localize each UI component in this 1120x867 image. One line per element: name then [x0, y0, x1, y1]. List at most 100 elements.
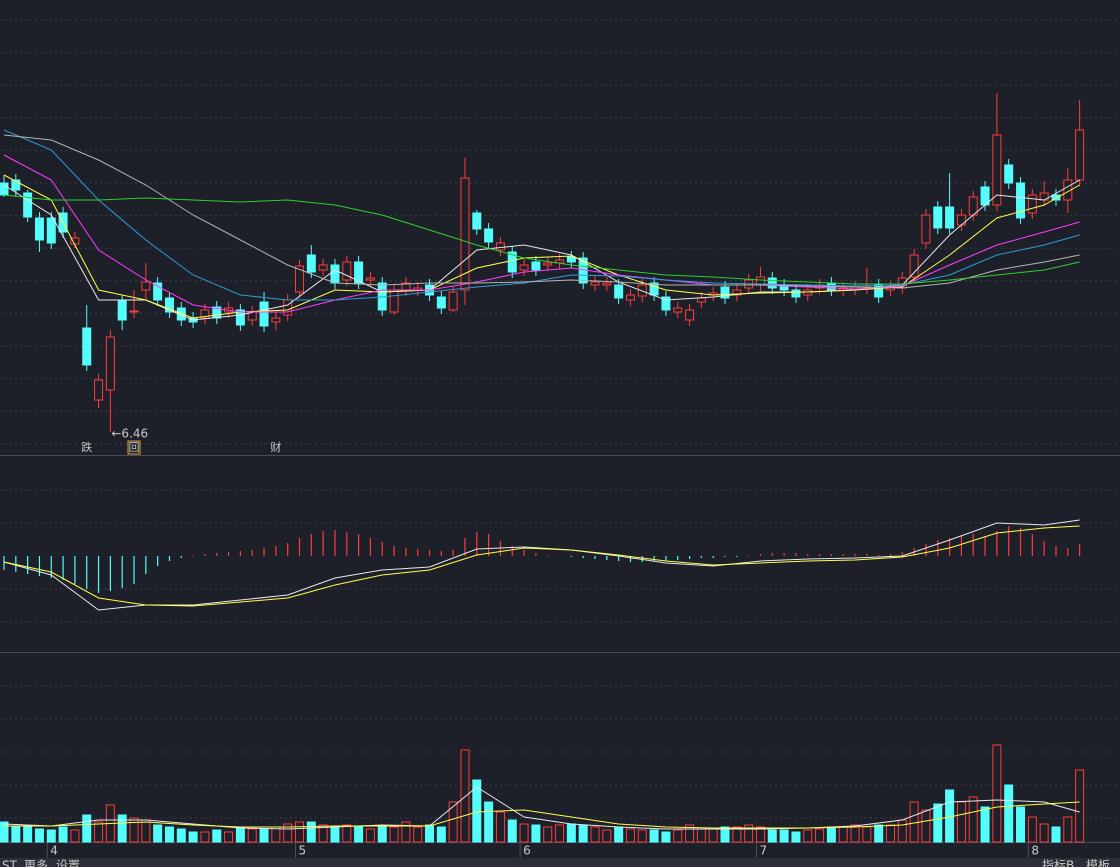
- candle-body: [543, 262, 553, 266]
- candle-body: [164, 297, 174, 313]
- volume-bar: [933, 803, 943, 843]
- candle-body: [472, 212, 482, 230]
- volume-bar: [0, 821, 9, 843]
- volume-bar: [980, 806, 990, 843]
- volume-bar: [117, 814, 127, 843]
- candle-body: [791, 289, 801, 298]
- volume-bar: [82, 814, 92, 843]
- candle-body: [306, 254, 316, 273]
- volume-bar: [531, 824, 541, 843]
- volume-bar: [732, 826, 742, 843]
- candle-body: [495, 242, 505, 251]
- volume-bar: [874, 824, 884, 843]
- candle-body: [200, 309, 210, 319]
- x-tick-label: 7: [759, 844, 767, 858]
- candle-body: [23, 192, 33, 218]
- volume-bar: [779, 829, 789, 843]
- candle-body: [720, 286, 730, 299]
- volume-bar: [212, 829, 222, 843]
- volume-bar: [850, 824, 860, 843]
- candle-body: [590, 281, 600, 286]
- volume-bar: [992, 744, 1002, 843]
- candle-body: [11, 179, 21, 191]
- candle-body: [1063, 179, 1073, 201]
- candle-body: [685, 309, 695, 321]
- toolbar-item: 更多: [24, 859, 48, 867]
- x-tick-label: 4: [50, 844, 58, 858]
- volume-bar: [755, 826, 765, 843]
- candle-body: [1004, 164, 1014, 184]
- candle-body: [1075, 129, 1085, 181]
- candle-body: [129, 310, 139, 313]
- candle-body: [354, 261, 364, 284]
- candle-body: [1027, 194, 1037, 214]
- candle-body: [661, 296, 671, 311]
- volume-bar: [413, 826, 423, 843]
- volume-bar: [495, 811, 505, 843]
- volume-bar: [767, 829, 777, 843]
- volume-bar: [815, 828, 825, 843]
- volume-bar: [436, 826, 446, 843]
- candle-body: [0, 182, 9, 196]
- candle-body: [448, 291, 458, 311]
- volume-bar: [377, 826, 387, 843]
- volume-bar: [153, 824, 163, 843]
- volume-bar: [803, 829, 813, 843]
- volume-bar: [696, 828, 706, 843]
- volume-bar: [838, 826, 848, 843]
- volume-bar: [188, 831, 198, 843]
- candle-body: [34, 217, 44, 241]
- volume-bar: [259, 828, 269, 843]
- volume-bar: [661, 831, 671, 843]
- volume-bar: [484, 801, 494, 843]
- candle-body: [921, 214, 931, 244]
- indicator-line: [3, 134, 1080, 289]
- candle-body: [696, 297, 706, 303]
- volume-bar: [425, 824, 435, 843]
- volume-bar: [354, 826, 364, 843]
- volume-bar: [94, 821, 104, 843]
- volume-bar: [389, 826, 399, 843]
- candle-body: [342, 261, 352, 281]
- event-marker: 财: [270, 440, 281, 454]
- candle-body: [389, 289, 399, 313]
- candle-body: [956, 214, 966, 226]
- candle-body: [566, 256, 576, 263]
- volume-bar: [23, 826, 33, 843]
- candle-body: [1016, 182, 1026, 219]
- x-tick-label: 5: [299, 844, 307, 858]
- volume-bar: [448, 801, 458, 843]
- toolbar-item: 指标B: [1042, 858, 1074, 867]
- indicator-line: [3, 525, 1080, 607]
- volume-bar: [164, 826, 174, 843]
- candle-body: [519, 264, 529, 271]
- volume-bar: [720, 826, 730, 843]
- volume-bar: [318, 824, 328, 843]
- candle-body: [945, 206, 955, 229]
- candle-body: [46, 217, 56, 244]
- candle-body: [330, 264, 340, 284]
- volume-bar: [625, 828, 635, 843]
- volume-bar: [342, 824, 352, 843]
- volume-bar: [543, 826, 553, 843]
- volume-bar: [566, 823, 576, 843]
- candle-body: [1051, 194, 1061, 201]
- volume-bar: [921, 809, 931, 843]
- volume-bar: [555, 824, 565, 843]
- indicator-line: [3, 194, 1080, 285]
- volume-bar: [70, 829, 80, 843]
- volume-bar: [365, 828, 375, 843]
- event-box: [127, 440, 141, 455]
- candle-body: [235, 309, 245, 326]
- volume-bar: [34, 828, 44, 843]
- volume-bar: [897, 819, 907, 843]
- volume-bar: [247, 828, 257, 843]
- volume-bar: [826, 826, 836, 843]
- event-marker: 跌: [81, 440, 92, 454]
- candle-body: [271, 317, 281, 323]
- volume-bar: [578, 824, 588, 843]
- volume-bar: [283, 823, 293, 843]
